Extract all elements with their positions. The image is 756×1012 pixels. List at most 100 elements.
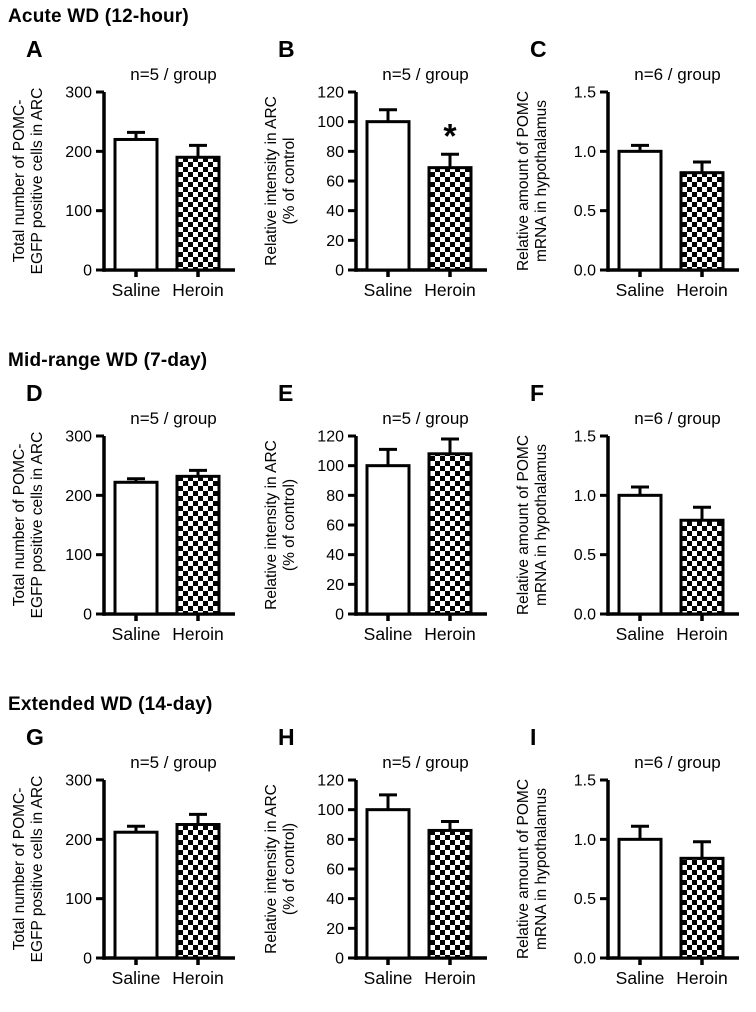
panel-row: G n=5 / group Total number of POMC- EGFP p… [8,720,756,992]
svg-text:0.0: 0.0 [574,263,596,280]
svg-text:0: 0 [83,951,92,968]
svg-text:Saline: Saline [112,624,161,644]
panel-letter: G [26,724,44,750]
svg-text:100: 100 [317,458,344,475]
panel-letter: I [530,724,537,750]
svg-text:200: 200 [65,488,92,505]
svg-text:Relative amount of POMC: Relative amount of POMC [515,91,532,271]
panel-letter: B [278,36,295,62]
bar-chart: n=6 / group Relative amount of POMC mRNA i… [515,409,739,644]
svg-text:120: 120 [317,773,344,790]
svg-text:Relative amount of POMC: Relative amount of POMC [515,435,532,615]
svg-text:Saline: Saline [112,280,161,300]
svg-text:n=5 / group: n=5 / group [130,753,217,772]
svg-text:60: 60 [326,174,344,191]
svg-text:1.0: 1.0 [574,488,596,505]
section-extended-wd: Extended WD (14-day) G n=5 / group Total … [8,694,756,992]
section-title: Mid-range WD (7-day) [8,350,208,371]
panel-letter: D [26,380,43,406]
panel-g: G n=5 / group Total number of POMC- EGFP p… [8,720,260,992]
svg-text:1.5: 1.5 [574,773,596,790]
svg-text:Relative intensity in ARC: Relative intensity in ARC [263,784,280,954]
svg-text:Heroin: Heroin [676,968,728,988]
panel-b: B n=5 / group Relative intensity in ARC (%… [260,32,512,304]
svg-text:0: 0 [83,263,92,280]
svg-text:Saline: Saline [616,280,665,300]
svg-text:1.5: 1.5 [574,85,596,102]
svg-text:20: 20 [326,921,344,938]
svg-text:100: 100 [317,802,344,819]
panel-letter: A [26,36,43,62]
panel-row: D n=5 / group Total number of POMC- EGFP p… [8,376,756,648]
svg-text:mRNA in hypothalamus: mRNA in hypothalamus [533,788,550,950]
svg-text:20: 20 [326,233,344,250]
panel-d: D n=5 / group Total number of POMC- EGFP p… [8,376,260,648]
svg-text:EGFP positive cells in ARC: EGFP positive cells in ARC [29,776,46,963]
svg-text:Saline: Saline [364,968,413,988]
svg-text:0: 0 [335,951,344,968]
svg-text:Heroin: Heroin [424,968,476,988]
bar-chart: n=6 / group Relative amount of POMC mRNA i… [515,753,739,988]
svg-text:(% of control: (% of control [281,137,298,224]
svg-text:EGFP positive cells in ARC: EGFP positive cells in ARC [29,432,46,619]
svg-text:0: 0 [335,607,344,624]
svg-text:n=5 / group: n=5 / group [382,753,469,772]
svg-text:200: 200 [65,832,92,849]
svg-text:Total number of POMC-: Total number of POMC- [11,788,28,951]
svg-text:Relative amount of POMC: Relative amount of POMC [515,779,532,959]
svg-text:200: 200 [65,144,92,161]
svg-text:1.0: 1.0 [574,144,596,161]
svg-text:Saline: Saline [112,968,161,988]
panel-a: A n=5 / group Total number of POMC- EGFP p… [8,32,260,304]
svg-text:(% of control): (% of control) [281,479,298,571]
panel-h: H n=5 / group Relative intensity in ARC (%… [260,720,512,992]
panel-row: A n=5 / group Total number of POMC- EGFP p… [8,32,756,304]
svg-text:100: 100 [317,114,344,131]
panel-i: I n=6 / group Relative amount of POMC mRNA… [512,720,756,992]
svg-text:100: 100 [65,203,92,220]
svg-text:Saline: Saline [364,624,413,644]
section-title: Extended WD (14-day) [8,694,213,715]
svg-text:Total number of POMC-: Total number of POMC- [11,444,28,607]
svg-text:120: 120 [317,429,344,446]
panel-letter: C [530,36,547,62]
svg-text:120: 120 [317,85,344,102]
section-mid-range-wd: Mid-range WD (7-day) D n=5 / group Total … [8,350,756,648]
panel-c: C n=6 / group Relative amount of POMC mRNA… [512,32,756,304]
svg-text:Relative intensity in ARC: Relative intensity in ARC [263,96,280,266]
svg-text:Heroin: Heroin [424,624,476,644]
bar-chart: n=5 / group Relative intensity in ARC (% o… [263,65,487,300]
svg-text:n=5 / group: n=5 / group [130,409,217,428]
bar-chart: n=5 / group Relative intensity in ARC (% o… [263,409,487,644]
panel-letter: E [278,380,294,406]
svg-text:100: 100 [65,547,92,564]
svg-text:EGFP positive cells in ARC: EGFP positive cells in ARC [29,88,46,275]
bar-chart: n=5 / group Total number of POMC- EGFP pos… [11,753,235,988]
svg-text:0.5: 0.5 [574,891,596,908]
svg-text:n=5 / group: n=5 / group [382,409,469,428]
svg-text:Total number of POMC-: Total number of POMC- [11,100,28,263]
svg-text:Heroin: Heroin [676,280,728,300]
svg-text:*: * [443,117,457,155]
svg-text:100: 100 [65,891,92,908]
svg-text:80: 80 [326,832,344,849]
svg-text:n=5 / group: n=5 / group [130,65,217,84]
svg-text:n=6 / group: n=6 / group [634,65,721,84]
svg-text:0.5: 0.5 [574,203,596,220]
svg-text:(% of control): (% of control) [281,823,298,915]
section-title: Acute WD (12-hour) [8,6,189,27]
svg-text:mRNA in hypothalamus: mRNA in hypothalamus [533,100,550,262]
svg-text:1.5: 1.5 [574,429,596,446]
svg-text:Saline: Saline [616,968,665,988]
svg-text:40: 40 [326,547,344,564]
bar-chart: n=5 / group Relative intensity in ARC (% o… [263,753,487,988]
svg-text:Heroin: Heroin [424,280,476,300]
svg-text:Heroin: Heroin [172,280,224,300]
svg-text:Saline: Saline [364,280,413,300]
svg-text:Heroin: Heroin [172,968,224,988]
panel-letter: F [530,380,545,406]
svg-text:60: 60 [326,518,344,535]
svg-text:300: 300 [65,429,92,446]
svg-text:0.0: 0.0 [574,607,596,624]
